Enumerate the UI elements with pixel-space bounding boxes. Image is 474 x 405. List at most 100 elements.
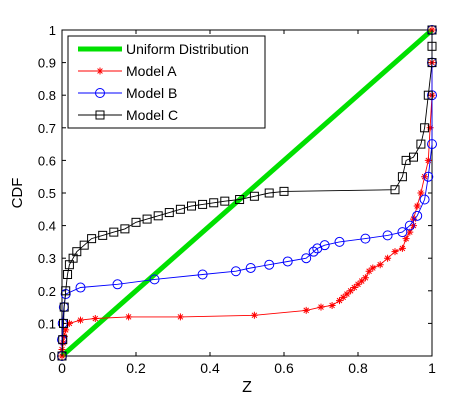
data-point: [413, 202, 421, 210]
data-point: [308, 246, 319, 257]
data-point: [209, 198, 219, 208]
series-model-a: [58, 26, 436, 360]
data-point: [65, 319, 73, 327]
data-point: [343, 290, 351, 298]
data-point: [426, 124, 434, 132]
legend-marker: [95, 110, 105, 120]
data-point: [59, 339, 67, 347]
data-point: [220, 196, 230, 206]
data-point: [328, 301, 336, 309]
legend-item: Uniform Distribution: [78, 41, 249, 57]
series-line: [61, 30, 433, 357]
data-point: [153, 211, 163, 221]
legend-item: Model C: [78, 107, 178, 123]
legend-item: Model A: [78, 63, 177, 79]
data-point: [112, 279, 123, 290]
data-point: [391, 248, 399, 256]
legend: Uniform Distribution Model A Model B Model …: [67, 35, 266, 129]
data-point: [302, 306, 310, 314]
data-point: [427, 25, 437, 35]
y-axis-label: CDF: [9, 178, 26, 209]
data-point: [412, 210, 423, 221]
x-tick-label: 0.4: [200, 360, 220, 376]
data-point: [230, 266, 241, 277]
data-point: [120, 224, 130, 234]
data-point: [125, 313, 133, 321]
data-point: [360, 233, 371, 244]
data-point: [404, 220, 415, 231]
data-point: [390, 185, 400, 195]
data-point: [369, 264, 377, 272]
data-point: [62, 326, 70, 334]
data-point: [175, 204, 185, 214]
legend-marker: [95, 88, 105, 98]
data-point: [339, 293, 347, 301]
legend-label: Uniform Distribution: [126, 41, 249, 57]
data-point: [176, 313, 184, 321]
y-tick-label: 0.4: [38, 219, 56, 234]
data-point: [397, 227, 408, 238]
data-point: [423, 171, 434, 182]
series-model-c: [57, 25, 437, 361]
data-point: [358, 277, 366, 285]
data-point: [142, 214, 152, 224]
data-point: [417, 189, 425, 197]
data-point: [319, 240, 330, 251]
y-tick-label: 0.9: [38, 56, 56, 71]
data-point: [264, 188, 274, 198]
data-point: [423, 90, 433, 100]
x-tick-label: 0.8: [348, 360, 368, 376]
legend-marker: [96, 67, 104, 75]
x-tick-label: 0.6: [274, 360, 294, 376]
y-tick-label: 0.1: [38, 316, 56, 331]
data-point: [301, 253, 312, 264]
data-point: [409, 152, 418, 162]
data-point: [350, 284, 358, 292]
x-tick-label: 0: [58, 360, 66, 376]
data-point: [164, 208, 174, 218]
data-point: [58, 335, 68, 345]
data-point: [57, 351, 67, 361]
data-point: [61, 286, 71, 296]
x-tick-label: 0.2: [126, 360, 146, 376]
data-point: [347, 287, 355, 295]
data-point: [416, 139, 426, 149]
data-point: [264, 259, 275, 270]
data-point: [427, 41, 437, 51]
data-point: [59, 302, 69, 312]
data-point: [249, 191, 259, 201]
data-point: [427, 139, 437, 150]
legend-item: Model B: [78, 85, 177, 101]
data-point: [198, 199, 208, 209]
series-layer: [57, 25, 437, 361]
data-point: [398, 244, 406, 252]
data-point: [109, 227, 119, 237]
data-point: [75, 282, 86, 293]
data-point: [376, 261, 384, 269]
data-point: [354, 280, 362, 288]
data-point: [187, 201, 196, 211]
data-point: [279, 186, 289, 196]
y-tick-label: 0.2: [38, 284, 56, 299]
data-point: [235, 195, 245, 205]
data-point: [79, 240, 89, 250]
data-point: [419, 194, 430, 205]
data-point: [361, 274, 369, 282]
data-point: [402, 235, 410, 243]
data-point: [77, 316, 84, 324]
data-point: [131, 217, 141, 227]
data-point: [197, 269, 208, 280]
data-point: [245, 262, 256, 273]
series-uniform-distribution: [60, 28, 434, 358]
x-axis-label: Z: [242, 379, 252, 396]
data-point: [91, 315, 99, 323]
data-point: [250, 311, 258, 319]
data-point: [87, 234, 97, 244]
y-tick-label: 0.6: [38, 153, 56, 168]
data-point: [401, 155, 411, 165]
y-tick-label: 1: [49, 23, 56, 38]
data-point: [60, 332, 68, 340]
data-point: [424, 156, 432, 164]
legend-label: Model B: [126, 85, 177, 101]
